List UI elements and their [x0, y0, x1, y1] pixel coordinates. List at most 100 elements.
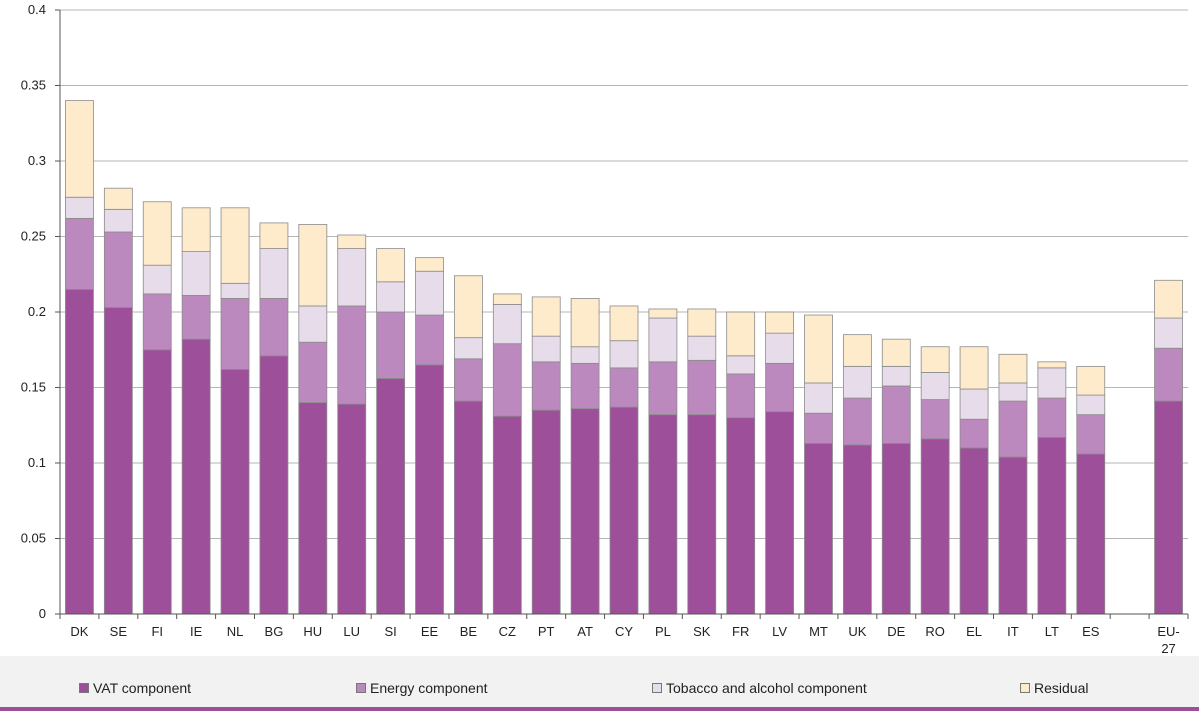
x-tick-label: MT [809, 624, 828, 639]
bar-segment [570, 298, 600, 348]
legend-swatch-tobacco-alcohol [652, 683, 662, 693]
bar-segment [648, 361, 678, 416]
x-tick-label: IT [1007, 624, 1019, 639]
x-tick-label: LV [772, 624, 787, 639]
bar-segment [648, 308, 678, 319]
bar-segment [415, 364, 444, 615]
bar-segment [337, 403, 367, 615]
bar-segment [609, 305, 639, 342]
bar-segment [804, 314, 833, 384]
bar-segment [531, 409, 561, 615]
y-tick-labels: 0 0.05 0.1 0.15 0.2 0.25 0.3 0.35 0.4 [21, 2, 46, 621]
x-tick-label: UK [848, 624, 866, 639]
bar-segment [415, 314, 444, 366]
bar-segment [881, 365, 911, 387]
legend-item-tobacco-alcohol: Tobacco and alcohol component [652, 680, 867, 696]
bar-segment [881, 385, 911, 444]
bar-segment [1154, 279, 1183, 319]
bar-segment [1037, 367, 1067, 399]
bar-segment [726, 373, 756, 419]
legend-swatch-vat [79, 683, 89, 693]
bar-segment [376, 311, 406, 379]
legend-label-tobacco-alcohol: Tobacco and alcohol component [666, 680, 867, 696]
bar-segment [376, 248, 406, 283]
x-tick-label: LU [343, 624, 360, 639]
legend-item-vat: VAT component [79, 680, 191, 696]
bar-segment [1076, 414, 1106, 455]
bar-segment [492, 415, 522, 615]
bar-segment [298, 402, 328, 615]
bar-segment [609, 406, 639, 615]
bar-segment [220, 207, 250, 284]
bar-segment [181, 338, 211, 615]
bar-segment [415, 257, 444, 272]
x-tick-label: PT [538, 624, 555, 639]
bar-segment [103, 231, 133, 308]
bar-segment [648, 317, 678, 363]
bar-segment [103, 208, 133, 233]
bar-segment [1076, 394, 1106, 416]
bar-segment [1037, 361, 1067, 369]
bar-segment [531, 296, 561, 337]
x-tick-label: SI [384, 624, 396, 639]
x-tick-label: PL [655, 624, 671, 639]
bar-segment [454, 358, 483, 402]
x-tick-label: DE [887, 624, 905, 639]
bar-segment [765, 362, 794, 413]
bar-segment [804, 382, 833, 414]
bar-segment [687, 308, 717, 337]
bar-segment [842, 365, 872, 399]
bar-segment [454, 337, 483, 360]
bar-segment [492, 293, 522, 305]
bar-segment [804, 442, 833, 615]
bar-segment [1076, 365, 1106, 396]
y-tick-label: 0.15 [21, 380, 46, 395]
x-tick-label: EL [966, 624, 982, 639]
bar-segment [1037, 397, 1067, 438]
bar-segment [842, 334, 872, 367]
bar-segment [376, 281, 406, 313]
legend [0, 656, 1199, 707]
bar-segment [65, 217, 94, 290]
bar-segment [298, 341, 328, 404]
y-tick-label: 0.3 [28, 153, 46, 168]
x-tick-label: RO [925, 624, 945, 639]
x-tick-label: DK [70, 624, 88, 639]
bar-segment [454, 275, 483, 339]
bar-segment [804, 412, 833, 444]
bar-segment [220, 282, 250, 299]
bar-segment [1154, 317, 1183, 349]
bar-segment [454, 400, 483, 615]
bar-segment [220, 368, 250, 615]
y-tick-label: 0.35 [21, 78, 46, 93]
y-tick-label: 0.25 [21, 229, 46, 244]
bar-segment [142, 201, 172, 266]
bar-segment [726, 355, 756, 375]
x-tick-label: NL [227, 624, 244, 639]
x-tick-label: BE [460, 624, 478, 639]
bar-segment [998, 353, 1028, 384]
bar-segment [1037, 436, 1067, 615]
x-tick-label: FR [732, 624, 749, 639]
bar-segment [298, 305, 328, 343]
y-tick-label: 0.2 [28, 304, 46, 319]
legend-bottom-rule [0, 707, 1199, 711]
bar-segment [920, 346, 950, 373]
bar-segment [959, 388, 989, 420]
stacked-bar-chart: 0 0.05 0.1 0.15 0.2 0.25 0.3 0.35 0.4 DK SE FI IE NL… [21, 2, 1189, 656]
bar-segment [65, 288, 94, 615]
legend-swatch-residual [1020, 683, 1030, 693]
bar-segment [570, 346, 600, 364]
bar-segment [259, 298, 289, 357]
bar-segment [142, 349, 172, 615]
legend-item-energy: Energy component [356, 680, 488, 696]
bar-segment [181, 207, 211, 252]
legend-swatch-energy [356, 683, 366, 693]
bar-segment [1154, 400, 1183, 615]
bar-segment [765, 311, 794, 334]
bar-segment [337, 305, 367, 405]
bar-segment [998, 456, 1028, 615]
bar-segment [1154, 347, 1183, 402]
bar-segment [298, 224, 328, 307]
x-tick-label: FI [151, 624, 163, 639]
